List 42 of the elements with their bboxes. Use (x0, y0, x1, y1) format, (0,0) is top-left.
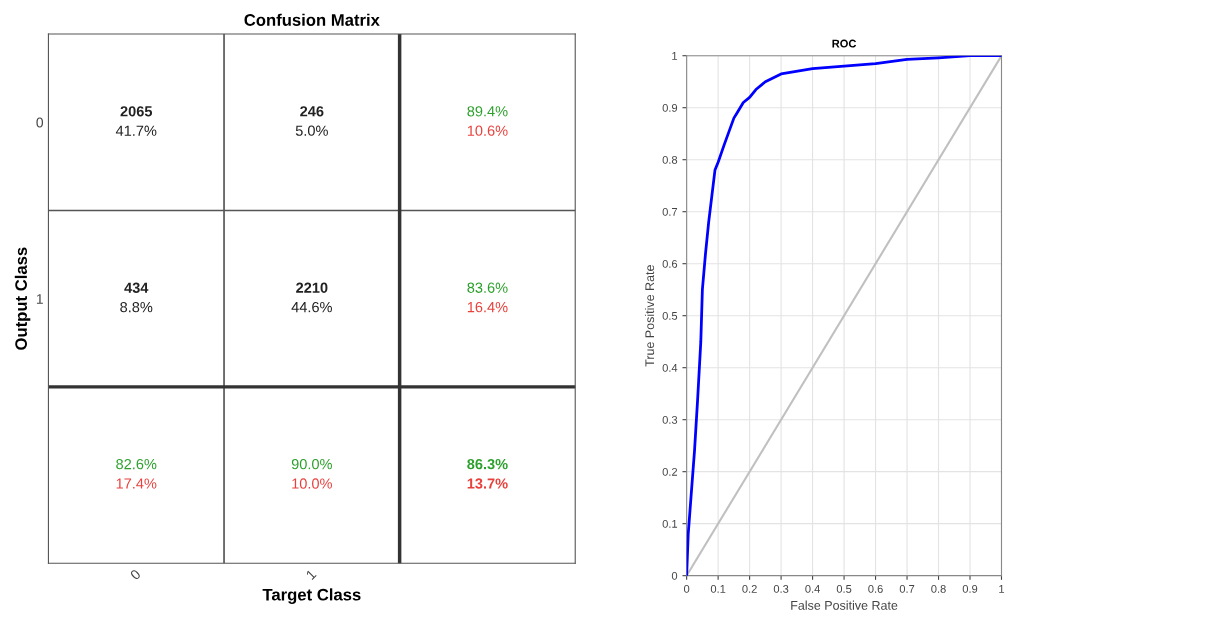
y-tick-label: 0.7 (662, 207, 678, 216)
category-label: 0 (36, 117, 44, 128)
text: 82.6% 17.4% (116, 458, 157, 489)
y-axis-title: True Positive Rate (644, 265, 655, 367)
x-tick-label: 1 (999, 585, 1005, 593)
x-tick-label: 0.5 (836, 584, 852, 593)
x-tick-label: 0.9 (962, 584, 978, 593)
x-axis-title: False Positive Rate (791, 600, 898, 610)
line-series (686, 55, 1002, 576)
x-tick-label: 0.4 (805, 584, 820, 593)
x-tick-label: 0.2 (742, 584, 757, 593)
text: 2210 44.6% (291, 282, 332, 313)
y-tick-label: 0.8 (662, 155, 678, 164)
x-tick-label: 0.7 (899, 584, 915, 593)
y-tick-label: 0.6 (662, 259, 678, 268)
text: Output Class (14, 247, 31, 350)
chart-title: ROC (832, 39, 857, 48)
y-tick-label: 0.4 (662, 363, 678, 372)
text: 90.0% 10.0% (291, 458, 332, 489)
text: Target Class (262, 588, 361, 604)
text: 83.6% 16.4% (467, 282, 508, 313)
y-tick-label: 0.2 (662, 467, 678, 476)
y-tick-label: 1 (672, 52, 678, 60)
x-tick-label: 0.3 (773, 584, 789, 593)
y-tick-label: 0.3 (662, 415, 678, 424)
y-tick-label: 0.9 (662, 103, 678, 112)
text: 434 8.8% (120, 282, 153, 313)
category-label: 1 (305, 568, 317, 580)
x-tick-label: 0.1 (710, 584, 726, 593)
x-tick-label: 0.6 (868, 584, 883, 593)
y-tick-label: 0 (671, 571, 678, 580)
y-tick-label: 0.5 (662, 311, 678, 320)
text: 89.4% 10.6% (467, 106, 508, 136)
text: 2065 41.7% (115, 106, 157, 136)
x-tick-label: 0.8 (931, 584, 946, 593)
category-label: 1 (36, 294, 43, 304)
text: 86.3% 13.7% (467, 458, 508, 489)
text: 246 5.0% (295, 106, 328, 136)
y-tick-label: 0.1 (662, 519, 678, 528)
text: Confusion Matrix (244, 13, 380, 26)
x-tick-label: 0 (683, 584, 690, 593)
category-label: 0 (129, 568, 142, 581)
